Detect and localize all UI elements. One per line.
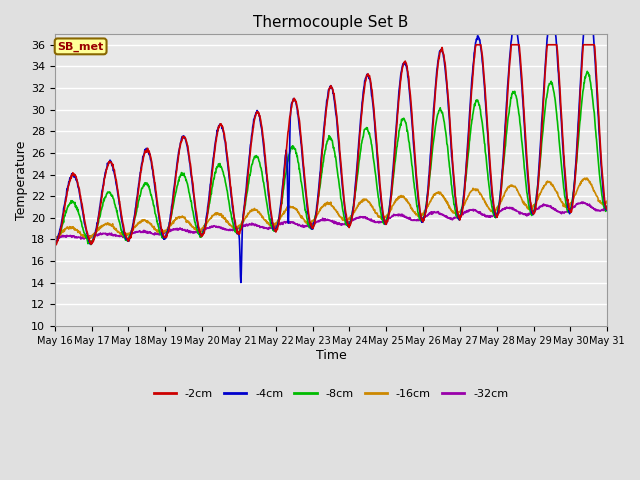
-4cm — [237, 280, 244, 286]
-16cm — [297, 214, 305, 219]
-4cm — [116, 204, 124, 210]
-8cm — [116, 223, 124, 228]
-8cm — [297, 179, 305, 184]
-8cm — [285, 151, 293, 156]
Y-axis label: Temperature: Temperature — [15, 140, 28, 220]
-2cm — [604, 206, 611, 212]
-2cm — [297, 132, 305, 138]
-8cm — [87, 242, 95, 248]
-16cm — [307, 221, 315, 227]
-2cm — [52, 242, 60, 248]
-2cm — [116, 204, 124, 210]
-16cm — [285, 204, 293, 209]
Text: SB_met: SB_met — [58, 41, 104, 51]
-4cm — [307, 224, 315, 230]
-2cm — [365, 72, 373, 78]
-16cm — [583, 175, 591, 181]
-2cm — [307, 220, 315, 226]
-4cm — [93, 221, 101, 227]
-4cm — [285, 152, 293, 158]
-16cm — [51, 236, 59, 241]
-16cm — [116, 231, 124, 237]
-32cm — [578, 199, 586, 205]
Title: Thermocouple Set B: Thermocouple Set B — [253, 15, 409, 30]
-8cm — [365, 131, 373, 136]
-4cm — [51, 243, 59, 249]
Line: -32cm: -32cm — [55, 202, 607, 239]
Line: -2cm: -2cm — [55, 45, 607, 245]
-4cm — [365, 75, 373, 81]
-32cm — [297, 223, 305, 229]
-4cm — [584, 0, 592, 1]
-4cm — [604, 207, 611, 213]
-32cm — [93, 233, 101, 239]
-2cm — [472, 42, 480, 48]
Legend: -2cm, -4cm, -8cm, -16cm, -32cm: -2cm, -4cm, -8cm, -16cm, -32cm — [149, 384, 513, 403]
Line: -4cm: -4cm — [55, 0, 607, 283]
-8cm — [584, 69, 591, 74]
-8cm — [307, 225, 315, 231]
Line: -8cm: -8cm — [55, 72, 607, 245]
-8cm — [94, 221, 102, 227]
-32cm — [365, 217, 373, 223]
-16cm — [604, 199, 611, 204]
-32cm — [51, 236, 59, 242]
-8cm — [604, 203, 611, 209]
-32cm — [604, 204, 611, 210]
-8cm — [51, 241, 59, 247]
-2cm — [285, 117, 293, 122]
-32cm — [285, 219, 293, 225]
X-axis label: Time: Time — [316, 348, 346, 361]
-16cm — [94, 227, 102, 232]
-16cm — [365, 199, 373, 205]
-16cm — [51, 237, 59, 242]
-2cm — [51, 242, 59, 248]
-4cm — [297, 140, 305, 145]
Line: -16cm: -16cm — [55, 178, 607, 240]
-32cm — [116, 233, 124, 239]
-32cm — [307, 220, 314, 226]
-2cm — [94, 220, 102, 226]
